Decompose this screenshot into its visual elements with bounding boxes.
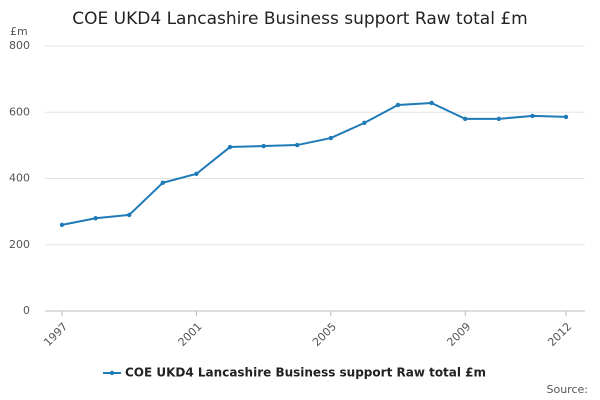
y-tick-label: 600 bbox=[9, 105, 30, 118]
data-point bbox=[395, 102, 401, 108]
source: Source: bbox=[547, 383, 589, 396]
y-tick-label: 800 bbox=[9, 39, 30, 52]
x-tick-label: 2005 bbox=[310, 320, 339, 349]
y-unit: £m bbox=[10, 25, 28, 38]
data-point bbox=[93, 216, 98, 221]
data-point bbox=[362, 120, 367, 126]
chart-title: COE UKD4 Lancashire Business support Raw… bbox=[72, 9, 527, 29]
x-tick-label: 1997 bbox=[41, 320, 70, 349]
legend-label: COE UKD4 Lancashire Business support Raw… bbox=[125, 366, 486, 380]
y-tick-label: 200 bbox=[9, 238, 30, 251]
y-tick-label: 0 bbox=[23, 304, 30, 317]
data-point bbox=[563, 114, 569, 120]
y-tick-label: 400 bbox=[9, 172, 30, 185]
data-point bbox=[160, 180, 165, 186]
data-point bbox=[59, 222, 65, 228]
data-point bbox=[227, 144, 233, 150]
data-point bbox=[127, 212, 132, 218]
data-point bbox=[463, 116, 468, 122]
data-line bbox=[61, 101, 567, 226]
data-point bbox=[328, 135, 333, 141]
data-point bbox=[530, 113, 535, 119]
data-point bbox=[194, 171, 199, 177]
legend-marker bbox=[109, 370, 115, 376]
data-point bbox=[496, 116, 501, 122]
x-tick-label: 2001 bbox=[176, 320, 205, 349]
data-point bbox=[261, 143, 266, 149]
x-tick-label: 2012 bbox=[545, 320, 574, 349]
data-point bbox=[429, 100, 434, 106]
data-point bbox=[295, 142, 300, 148]
x-tick-label: 2009 bbox=[444, 320, 473, 349]
